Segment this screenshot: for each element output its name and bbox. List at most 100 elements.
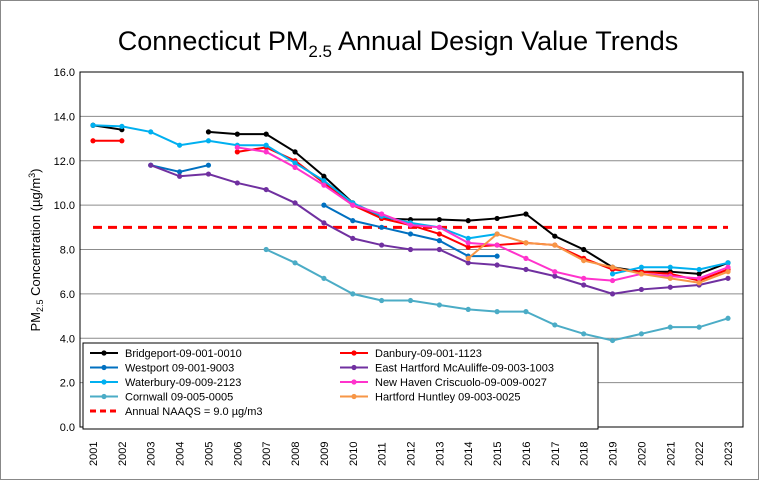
data-point [523,240,529,246]
data-point [465,244,471,250]
data-point [263,149,269,155]
data-point [205,171,212,177]
x-tick-label: 2015 [492,442,504,466]
legend-marker [101,379,107,385]
data-point [494,253,500,259]
data-point [581,275,587,281]
data-point [292,149,298,155]
data-point [321,178,327,184]
data-point [552,322,558,328]
legend-marker [101,350,107,356]
x-tick-label: 2006 [232,442,244,466]
data-point [407,222,414,228]
legend-marker [351,379,357,385]
series-cornwall-09-005-0005 [263,246,731,344]
data-point [581,257,587,264]
data-point [436,216,442,223]
series-line [467,232,729,284]
x-tick-label: 2003 [146,442,158,466]
data-point [176,173,183,179]
data-point [581,282,587,288]
x-tick-label: 2020 [636,442,648,466]
data-point [321,275,327,281]
legend-label: Westport 09-001-9003 [125,363,234,375]
data-point [552,233,558,239]
x-tick-label: 2010 [348,442,360,466]
data-point [176,169,183,175]
legend-marker [351,393,357,400]
data-point [119,123,125,129]
data-point [90,138,96,144]
legend-marker [351,350,357,356]
data-point [234,131,240,137]
data-point [465,235,471,242]
data-point [90,122,96,128]
data-point [465,218,471,224]
data-point [465,260,471,266]
data-point [205,138,212,144]
x-tick-labels: 2001 2002 2003 2004 2005 2006 2007 2008 2009 2010… [88,442,735,466]
data-point [379,211,385,217]
data-point [263,142,269,148]
x-tick-label: 2023 [723,442,735,466]
x-tick-label: 2011 [377,442,389,466]
y-tick-label: 14.0 [54,111,75,123]
data-point [494,215,500,222]
data-point [696,324,702,330]
data-point [263,246,269,253]
legend-label: Hartford Huntley 09-003-0025 [375,392,521,404]
data-point [350,291,356,297]
data-point [725,275,731,281]
data-point [263,186,269,193]
data-point [696,275,702,281]
legend-label: Bridgeport-09-001-0010 [125,348,242,360]
data-point [263,131,269,137]
data-point [407,297,414,304]
data-point [321,173,327,179]
data-point [436,302,442,308]
x-tick-label: 2021 [665,442,677,466]
data-point [667,264,673,270]
data-point [465,255,471,261]
data-point [379,224,385,230]
data-point [465,240,471,246]
data-point [523,255,529,261]
data-point [638,286,645,293]
legend-label: Annual NAAQS = 9.0 µg/m3 [125,406,263,418]
x-tick-label: 2016 [521,442,533,466]
data-point [379,297,385,304]
data-point [667,284,673,290]
x-tick-label: 2001 [88,442,100,466]
x-tick-label: 2007 [261,442,273,466]
data-point [148,129,154,135]
data-point [321,182,327,188]
y-axis-label: PM2.5 Concentration (µg/m3) [27,168,45,331]
data-point [234,144,240,151]
legend: Bridgeport-09-001-0010 Danbury-09-001-112… [82,342,599,430]
data-point [609,271,616,277]
data-point [321,220,327,226]
data-point [552,273,558,279]
y-tick-label: 8.0 [60,245,75,257]
data-point [176,142,183,148]
data-point [523,309,529,315]
data-point [609,264,616,270]
legend-label: East Hartford McAuliffe-09-003-1003 [375,363,554,375]
x-tick-label: 2018 [579,442,591,466]
data-point [292,200,298,206]
data-point [234,180,240,186]
legend-label: Danbury-09-001-1123 [375,348,482,360]
x-tick-label: 2002 [117,442,129,466]
x-tick-label: 2013 [434,442,446,466]
x-tick-label: 2017 [550,442,562,466]
data-point [436,246,442,253]
legend-marker [101,393,107,400]
data-point [696,266,702,273]
legend-label: Cornwall 09-005-0005 [125,392,233,404]
data-point [725,315,731,321]
y-tick-label: 2.0 [60,378,75,390]
data-point [638,331,645,337]
data-point [494,309,500,315]
chart-title: Connecticut PM2.5 Annual Design Value Tr… [118,26,678,61]
